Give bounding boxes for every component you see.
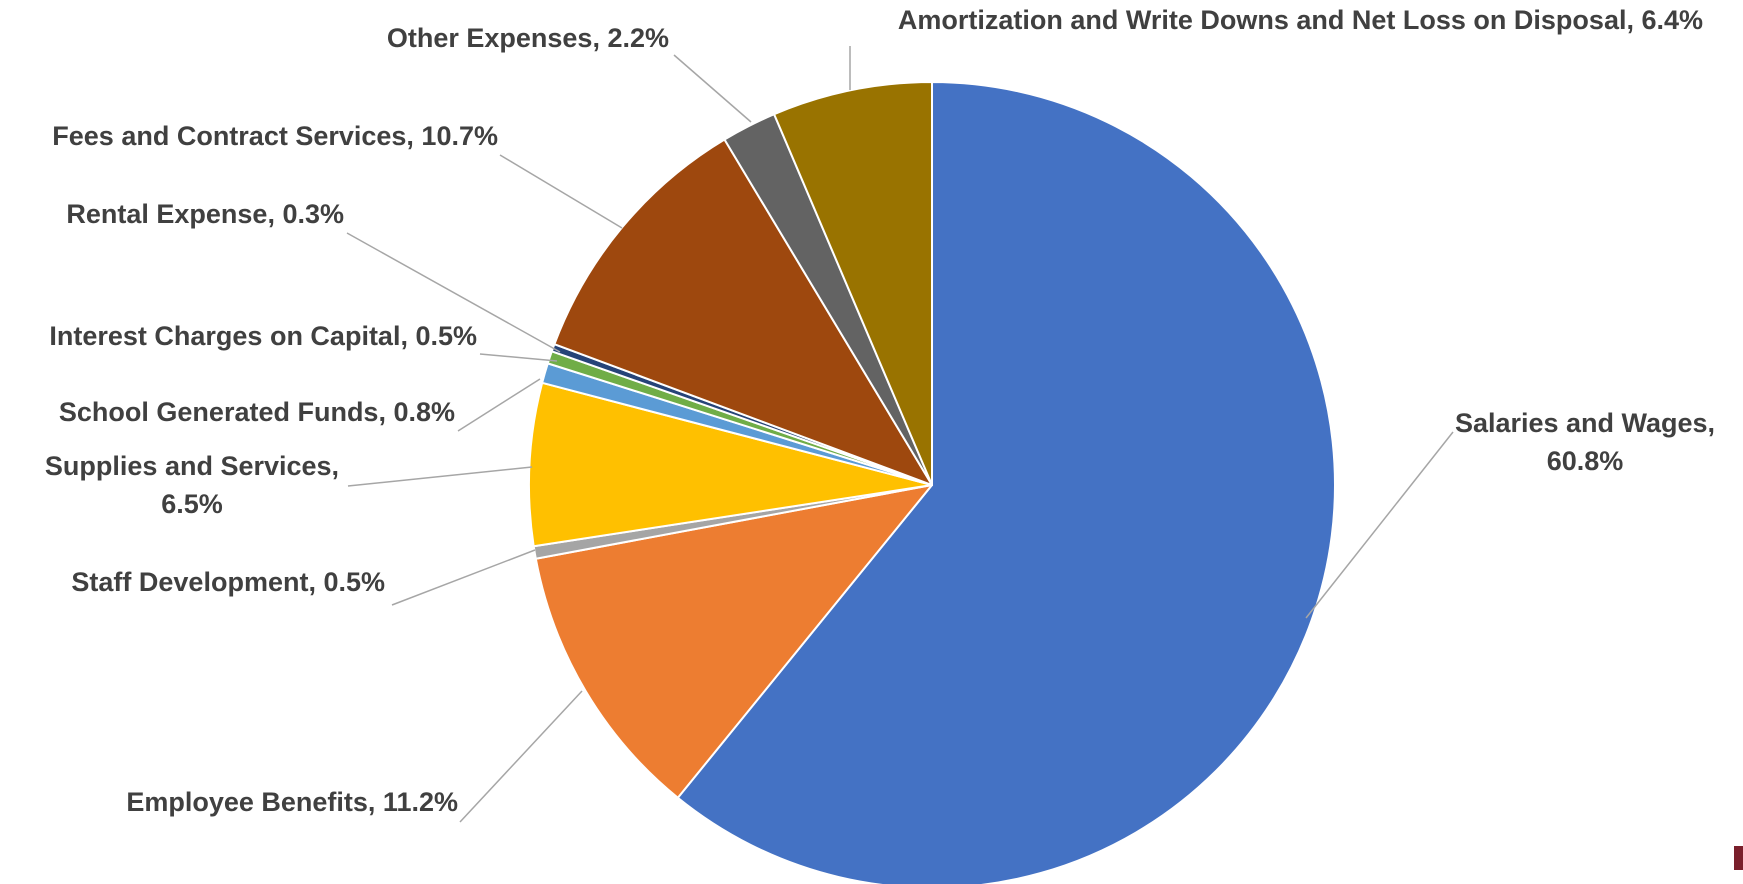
pie-slice-employee-benefits <box>534 484 933 799</box>
leader-line-other-expenses <box>673 54 752 123</box>
data-label-other-expenses: Other Expenses, 2.2% <box>387 23 669 53</box>
data-label-fees-and-contract-services: Fees and Contract Services, 10.7% <box>52 121 498 151</box>
data-label-interest-charges-on-capital: Interest Charges on Capital, 0.5% <box>49 321 477 351</box>
data-label-salaries-and-wages: Salaries and Wages, 60.8% <box>1455 408 1715 476</box>
corner-mark <box>1734 846 1743 870</box>
data-label-employee-benefits: Employee Benefits, 11.2% <box>126 787 458 817</box>
pie-slice-salaries-and-wages <box>676 81 1336 884</box>
pie-slice-amortization-and-write-downs-and-net-loss-on-disposal <box>773 81 933 486</box>
leader-line-rental-expense <box>346 232 561 353</box>
data-label-staff-development: Staff Development, 0.5% <box>71 567 385 597</box>
data-label-amortization-and-write-downs-and-net-loss-on-disposal: Amortization and Write Downs and Net Los… <box>898 5 1703 35</box>
leader-line-staff-development <box>391 549 536 606</box>
data-label-school-generated-funds: School Generated Funds, 0.8% <box>59 397 455 427</box>
leader-line-school-generated-funds <box>457 378 541 432</box>
leader-line-interest-charges-on-capital <box>479 353 558 362</box>
data-label-rental-expense: Rental Expense, 0.3% <box>66 199 344 229</box>
leader-line-supplies-and-services <box>347 466 533 487</box>
leader-line-fees-and-contract-services <box>499 154 623 229</box>
leader-line-salaries-and-wages <box>1305 431 1454 619</box>
pie-slice-supplies-and-services <box>528 381 933 548</box>
leader-line-employee-benefits <box>459 690 583 823</box>
data-label-supplies-and-services: Supplies and Services, 6.5% <box>45 451 339 519</box>
